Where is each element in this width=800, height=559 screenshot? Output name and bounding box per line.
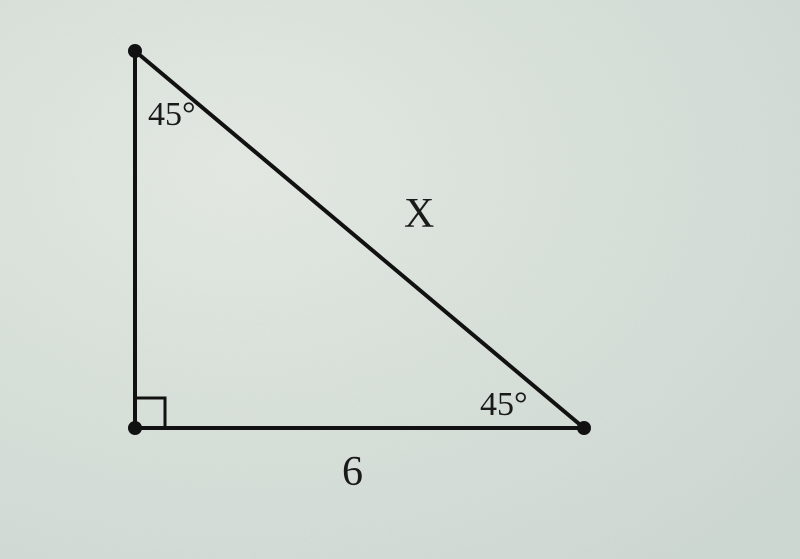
angle-label-bottom-right: 45° (480, 386, 528, 424)
triangle-hypotenuse (135, 51, 584, 428)
triangle-figure (0, 0, 800, 559)
angle-label-top: 45° (148, 96, 196, 134)
vertex-bottom-left (128, 421, 142, 435)
side-label-base: 6 (342, 448, 363, 496)
side-label-hypotenuse: X (404, 190, 434, 238)
vertex-bottom-right (577, 421, 591, 435)
vertex-top (128, 44, 142, 58)
